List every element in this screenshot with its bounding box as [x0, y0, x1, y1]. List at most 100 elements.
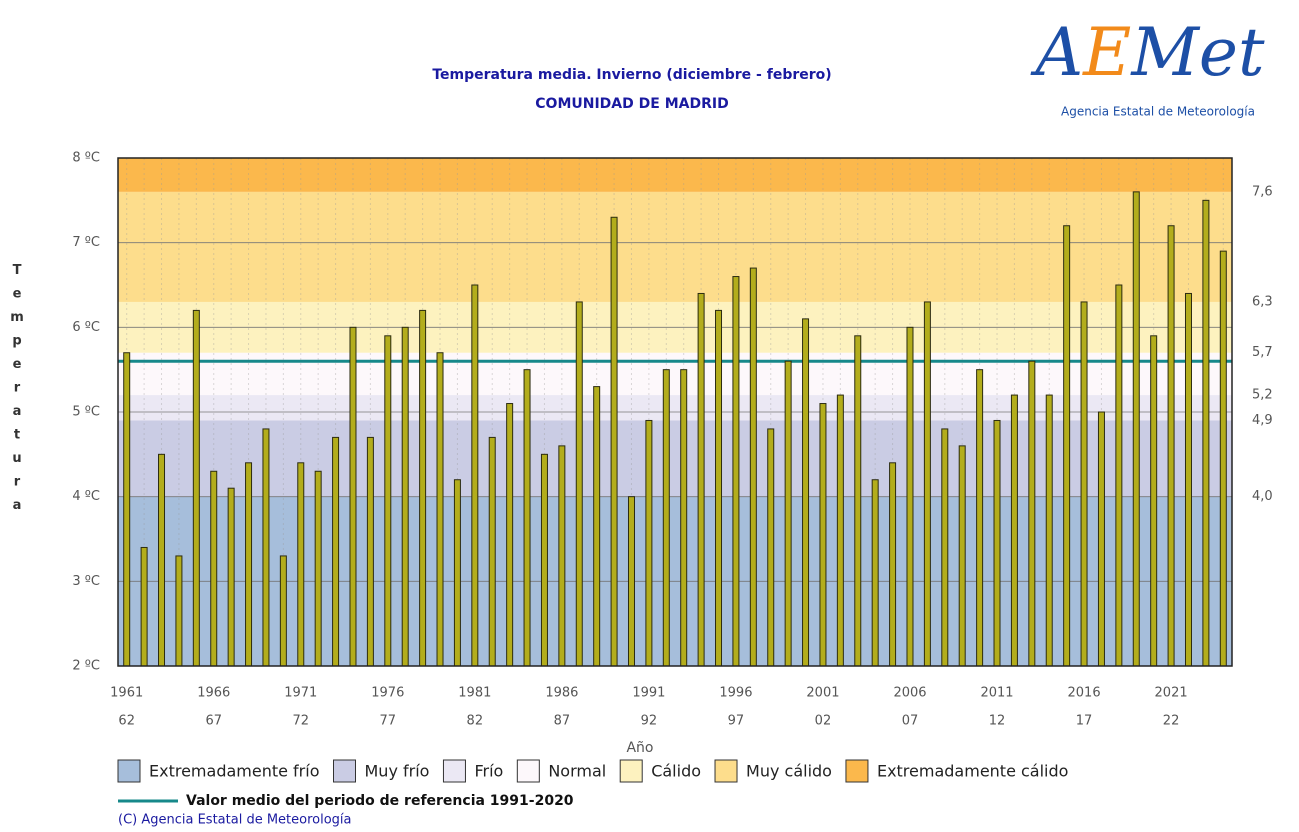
y-tick-label: 8 ºC [72, 151, 100, 166]
logo-caption: Agencia Estatal de Meteorología [1061, 105, 1255, 119]
bar [140, 546, 148, 667]
legend-label: Valor medio del periodo de referencia 19… [186, 793, 574, 809]
y-tick-label: 3 ºC [72, 574, 100, 589]
y-tick-label: 2 ºC [72, 659, 100, 674]
x-tick-label: 2006 [893, 686, 926, 701]
x-tick-label: 12 [989, 714, 1006, 729]
x-tick-label: 2001 [806, 686, 839, 701]
bar [645, 419, 653, 667]
bar [610, 216, 618, 667]
y2-tick-label: 6,3 [1252, 294, 1273, 309]
bar [558, 445, 566, 667]
y2-tick-label: 5,7 [1252, 345, 1273, 360]
bar [976, 369, 984, 667]
bar [802, 318, 810, 667]
x-tick-label: 1961 [110, 686, 143, 701]
legend-label: Extremadamente frío [149, 762, 320, 781]
x-tick-label: 82 [467, 714, 484, 729]
x-tick-label: 92 [641, 714, 658, 729]
x-tick-label: 2021 [1155, 686, 1188, 701]
x-tick-label: 02 [815, 714, 832, 729]
bar [767, 428, 775, 667]
legend-swatch [714, 759, 738, 783]
bar [784, 360, 792, 667]
x-tick-label: 77 [380, 714, 397, 729]
bar [366, 436, 374, 667]
x-tick-label: 1971 [284, 686, 317, 701]
bar [1150, 335, 1158, 667]
bar [1080, 301, 1088, 667]
x-tick-label: 72 [292, 714, 309, 729]
x-tick-label: 97 [728, 714, 745, 729]
x-tick-label: 2016 [1068, 686, 1101, 701]
x-tick-label: 22 [1163, 714, 1180, 729]
bar [540, 453, 548, 667]
band [118, 191, 1232, 302]
legend-label: Muy frío [365, 762, 430, 781]
bar [158, 453, 166, 667]
bar [993, 419, 1001, 667]
bar [471, 284, 479, 667]
x-tick-label: 67 [205, 714, 222, 729]
y-tick-label: 6 ºC [72, 320, 100, 335]
bar [889, 462, 897, 667]
bar [1097, 411, 1105, 667]
y2-tick-label: 5,2 [1252, 388, 1273, 403]
band [118, 158, 1232, 192]
y2-tick-label: 7,6 [1252, 184, 1273, 199]
bar [453, 479, 461, 667]
legend-swatch [516, 759, 540, 783]
legend-label: Normal [548, 762, 606, 781]
bar [279, 555, 287, 667]
chart-subtitle: COMUNIDAD DE MADRID [535, 96, 728, 112]
bar [1063, 225, 1071, 667]
bar [192, 309, 200, 667]
x-tick-label: 62 [118, 714, 135, 729]
bar [1010, 394, 1018, 667]
bar [836, 394, 844, 667]
x-tick-label: 17 [1076, 714, 1093, 729]
bar [1115, 284, 1123, 667]
bar [436, 352, 444, 667]
bar [1132, 191, 1140, 667]
bar [819, 403, 827, 667]
legend-label: Extremadamente cálido [877, 762, 1068, 781]
bar [297, 462, 305, 667]
legend-swatch [442, 759, 466, 783]
logo: AEMet [1029, 14, 1265, 91]
bar [575, 301, 583, 667]
bar [871, 479, 879, 667]
chart-title: Temperatura media. Invierno (diciembre -… [432, 67, 831, 83]
legend-swatch [619, 759, 643, 783]
y-tick-label: 5 ºC [72, 405, 100, 420]
bar [958, 445, 966, 667]
bar [854, 335, 862, 667]
bar [314, 470, 322, 667]
bar [227, 487, 235, 667]
bar [401, 326, 409, 667]
bar [506, 403, 514, 667]
bar [175, 555, 183, 667]
bar [1028, 360, 1036, 667]
bar [593, 386, 601, 667]
x-tick-label: 1986 [545, 686, 578, 701]
bar [1184, 292, 1192, 667]
y2-tick-label: 4,9 [1252, 413, 1273, 428]
bar [662, 369, 670, 667]
legend-swatch [845, 759, 869, 783]
bar [245, 462, 253, 667]
legend-swatch [117, 759, 141, 783]
bar [332, 436, 340, 667]
copyright: (C) Agencia Estatal de Meteorología [118, 813, 352, 828]
legend-label: Muy cálido [746, 762, 832, 781]
plot-frame [117, 157, 1233, 667]
bar [1045, 394, 1053, 667]
bar [906, 326, 914, 667]
bar [523, 369, 531, 667]
bar [749, 267, 757, 667]
bar [715, 309, 723, 667]
legend-label: Frío [474, 762, 503, 781]
bar [349, 326, 357, 667]
